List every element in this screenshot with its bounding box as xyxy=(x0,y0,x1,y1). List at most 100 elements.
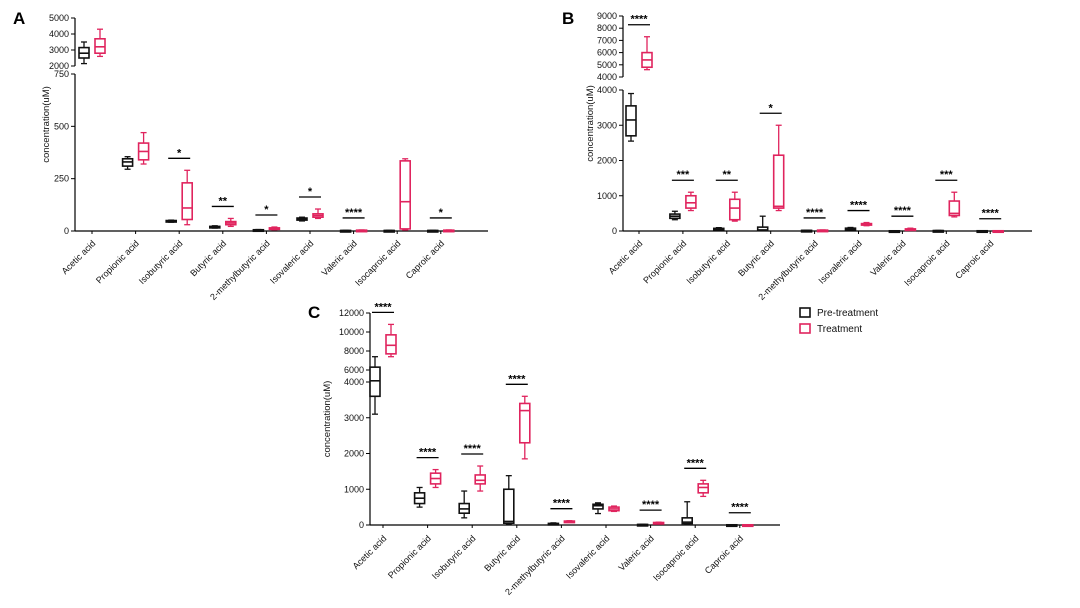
significance-label: * xyxy=(264,204,269,216)
y-tick-label: 8000 xyxy=(597,23,617,33)
box-body xyxy=(181,182,193,221)
box-treatment xyxy=(399,158,412,231)
box-treatment xyxy=(518,395,531,460)
y-tick-label: 5000 xyxy=(597,60,617,70)
y-tick-label: 6000 xyxy=(344,365,364,375)
y-tick-label: 12000 xyxy=(339,308,364,318)
significance-label: * xyxy=(769,102,774,114)
significance-label: **** xyxy=(464,443,482,455)
category-label: Isocaproic acid xyxy=(651,533,701,583)
category-label: Isocaproic acid xyxy=(902,238,952,288)
significance-label: **** xyxy=(731,502,749,514)
significance-label: **** xyxy=(419,447,437,459)
legend-label: Treatment xyxy=(817,324,862,335)
box-body xyxy=(385,334,397,355)
box-pre-treatment xyxy=(121,156,134,170)
category-label: Acetic acid xyxy=(60,238,98,276)
y-tick-label: 250 xyxy=(54,174,69,184)
box-pre-treatment xyxy=(712,227,725,231)
category-label: Acetic acid xyxy=(351,533,389,571)
category-label: Acetic acid xyxy=(607,238,645,276)
box-pre-treatment xyxy=(976,229,989,234)
significance-label: **** xyxy=(850,200,868,212)
y-tick-label: 4000 xyxy=(597,72,617,82)
box-body xyxy=(474,474,487,485)
box-pre-treatment xyxy=(636,523,649,527)
panel-label: C xyxy=(308,303,320,322)
box-treatment xyxy=(608,505,620,513)
y-tick-label: 1000 xyxy=(597,191,617,201)
box-treatment xyxy=(429,468,442,489)
significance-label: * xyxy=(439,207,444,219)
box-pre-treatment xyxy=(756,215,769,232)
box-pre-treatment xyxy=(252,228,265,233)
box-treatment xyxy=(992,229,1005,234)
significance-label: **** xyxy=(374,301,392,313)
significance-label: *** xyxy=(940,169,954,181)
y-tick-label: 8000 xyxy=(344,346,364,356)
box-pre-treatment xyxy=(502,475,515,525)
box-treatment xyxy=(772,124,785,212)
box-body xyxy=(772,154,785,209)
category-label: Caproic acid xyxy=(703,533,745,575)
y-tick-label: 2000 xyxy=(49,61,69,71)
category-label: Isovaleric acid xyxy=(268,238,315,285)
box-body xyxy=(399,160,412,230)
category-label: Butyric acid xyxy=(188,238,228,278)
category-label: Isocaproic acid xyxy=(353,238,403,288)
box-pre-treatment xyxy=(369,356,381,415)
category-label: Isovaleric acid xyxy=(564,533,611,580)
significance-label: **** xyxy=(806,207,824,219)
y-tick-label: 0 xyxy=(64,226,69,236)
significance-label: **** xyxy=(508,373,526,385)
box-body xyxy=(625,105,637,137)
legend-swatch xyxy=(799,307,811,318)
box-body xyxy=(697,483,710,494)
significance-label: * xyxy=(308,186,313,198)
category-label: Propionic acid xyxy=(94,238,141,285)
box-body xyxy=(369,366,381,398)
box-pre-treatment xyxy=(592,502,604,515)
y-tick-label: 4000 xyxy=(597,85,617,95)
box-treatment xyxy=(641,36,653,71)
box-treatment xyxy=(948,191,961,218)
y-axis-label: concentration(uM) xyxy=(585,85,596,162)
box-treatment xyxy=(728,191,741,222)
box-pre-treatment xyxy=(625,92,637,142)
significance-label: *** xyxy=(676,169,690,181)
legend-label: Pre-treatment xyxy=(817,308,878,319)
box-treatment xyxy=(474,465,487,492)
y-tick-label: 1000 xyxy=(344,484,364,494)
box-pre-treatment xyxy=(209,225,221,229)
box-pre-treatment xyxy=(681,501,694,526)
box-body xyxy=(948,200,961,217)
panel-label: B xyxy=(562,9,574,28)
box-treatment xyxy=(442,229,455,233)
box-treatment xyxy=(904,227,917,232)
box-pre-treatment xyxy=(932,229,945,233)
box-treatment xyxy=(385,323,397,358)
y-tick-label: 2000 xyxy=(344,449,364,459)
significance-label: ** xyxy=(219,195,228,207)
y-tick-label: 2000 xyxy=(597,156,617,166)
box-treatment xyxy=(94,28,106,58)
box-pre-treatment xyxy=(725,523,738,528)
category-label: Butyric acid xyxy=(482,533,522,573)
box-pre-treatment xyxy=(844,226,857,231)
box-treatment xyxy=(181,169,193,226)
box-pre-treatment xyxy=(888,229,901,234)
box-treatment xyxy=(225,217,237,228)
box-body xyxy=(592,503,604,510)
y-tick-label: 4000 xyxy=(344,377,364,387)
y-tick-label: 500 xyxy=(54,121,69,131)
y-tick-label: 10000 xyxy=(339,327,364,337)
y-tick-label: 3000 xyxy=(597,120,617,130)
box-treatment xyxy=(312,208,324,220)
category-label: Isobutyric acid xyxy=(430,533,478,581)
box-treatment xyxy=(697,479,710,498)
box-treatment xyxy=(860,221,873,227)
box-treatment xyxy=(355,229,368,233)
